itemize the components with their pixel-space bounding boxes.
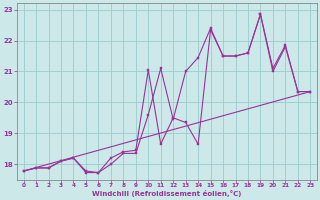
X-axis label: Windchill (Refroidissement éolien,°C): Windchill (Refroidissement éolien,°C) — [92, 190, 242, 197]
